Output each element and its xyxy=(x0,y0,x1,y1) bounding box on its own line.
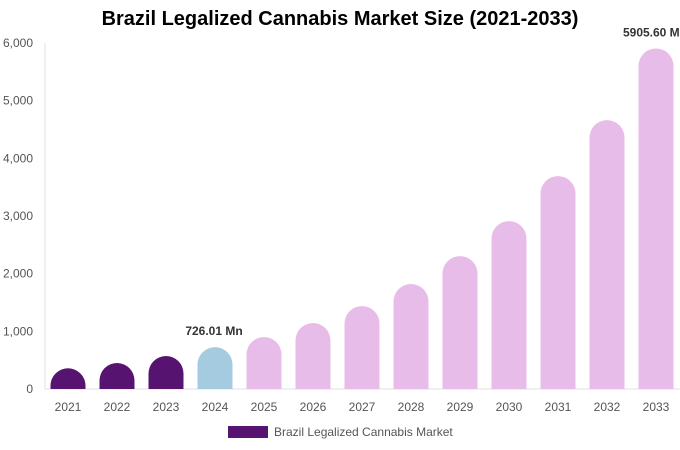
bar-2027 xyxy=(344,306,380,389)
y-tick-label: 4,000 xyxy=(3,151,33,165)
x-tick-label: 2025 xyxy=(251,400,278,414)
legend-swatch xyxy=(228,426,268,438)
bar-2029 xyxy=(442,256,478,389)
bar-2021 xyxy=(50,368,86,389)
x-tick-label: 2028 xyxy=(398,400,425,414)
x-tick-label: 2023 xyxy=(153,400,180,414)
bar-2023 xyxy=(148,356,184,389)
y-tick-label: 1,000 xyxy=(3,324,33,338)
x-tick-label: 2029 xyxy=(447,400,474,414)
bar-2025 xyxy=(246,337,282,389)
bar-2030 xyxy=(491,221,527,389)
x-tick-label: 2027 xyxy=(349,400,376,414)
bar-2032 xyxy=(589,120,625,389)
data-label-2033: 5905.60 Mn xyxy=(623,25,680,39)
bar-2028 xyxy=(393,284,429,389)
x-tick-label: 2033 xyxy=(643,400,670,414)
bar-2033 xyxy=(638,48,674,390)
chart-title: Brazil Legalized Cannabis Market Size (2… xyxy=(101,8,579,30)
x-tick-label: 2026 xyxy=(300,400,327,414)
y-tick-label: 5,000 xyxy=(3,94,33,108)
x-tick-label: 2024 xyxy=(202,400,229,414)
y-tick-label: 0 xyxy=(26,382,33,396)
x-tick-label: 2021 xyxy=(55,400,82,414)
bar-2026 xyxy=(295,323,331,389)
y-tick-label: 6,000 xyxy=(3,36,33,50)
x-tick-label: 2032 xyxy=(594,400,621,414)
y-tick-label: 3,000 xyxy=(3,209,33,223)
x-tick-label: 2022 xyxy=(104,400,131,414)
bar-2024 xyxy=(197,347,233,389)
x-tick-label: 2030 xyxy=(496,400,523,414)
legend[interactable]: Brazil Legalized Cannabis Market xyxy=(228,425,453,439)
legend-label: Brazil Legalized Cannabis Market xyxy=(274,425,453,439)
x-tick-label: 2031 xyxy=(545,400,572,414)
y-tick-label: 2,000 xyxy=(3,267,33,281)
bar-2022 xyxy=(99,363,135,389)
data-label-2024: 726.01 Mn xyxy=(185,324,242,338)
bar-2031 xyxy=(540,176,576,389)
